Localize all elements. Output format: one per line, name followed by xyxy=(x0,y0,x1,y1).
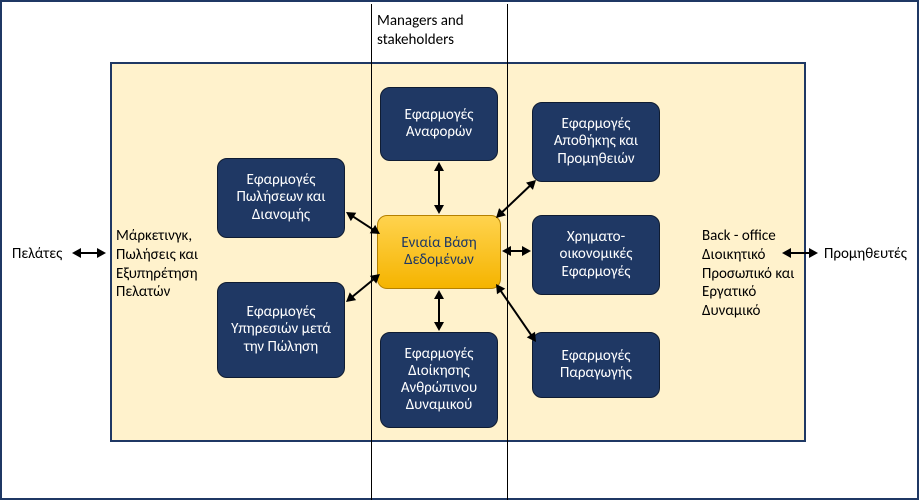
node-central-database: Ενιαία Βάση Δεδομένων xyxy=(377,215,501,289)
external-right-label: Προμηθευτές xyxy=(824,245,907,264)
section-divider-left xyxy=(371,4,372,500)
node-sales: Εφαρμογές Πωλήσεων και Διανομής xyxy=(217,158,345,238)
node-hr: Εφαρμογές Διοίκησης Ανθρώπινου Δυναμικού xyxy=(380,332,498,428)
external-left-label: Πελάτες xyxy=(12,245,62,264)
section-divider-right xyxy=(507,4,508,500)
node-production: Εφαρμογές Παραγωγής xyxy=(532,332,660,398)
node-reports: Εφαρμογές Αναφορών xyxy=(380,87,498,161)
side-left-text: Μάρκετινγκ, Πωλήσεις και Εξυπηρέτηση Πελ… xyxy=(116,227,214,302)
node-aftersales: Εφαρμογές Υπηρεσιών μετά την Πώληση xyxy=(217,282,345,378)
node-finance: Χρηματο-οικονομικές Εφαρμογές xyxy=(532,215,660,295)
node-warehouse: Εφαρμογές Αποθήκης και Προμηθειών xyxy=(532,102,660,182)
diagram-outer: Managers and stakeholders Πελάτες Προμηθ… xyxy=(0,0,919,500)
side-right-text: Back - office Διοικητικό Προσωπικό και Ε… xyxy=(702,227,802,321)
header-label: Managers and stakeholders xyxy=(377,12,501,50)
